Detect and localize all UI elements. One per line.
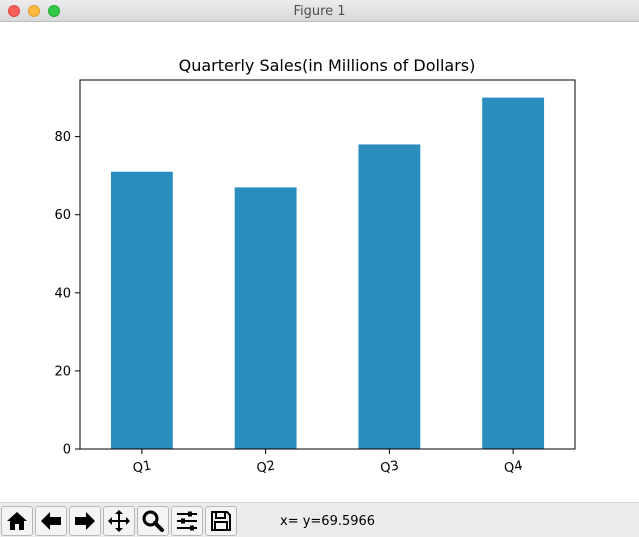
zoom-button[interactable] [137, 506, 169, 536]
magnifier-icon [142, 510, 164, 532]
y-tick-label: 20 [54, 364, 71, 379]
bar-q1 [110, 171, 173, 449]
forward-button[interactable] [69, 506, 101, 536]
arrow-right-icon [75, 512, 95, 530]
y-tick-label: 40 [54, 286, 71, 301]
navigation-toolbar: x= y=69.5966 [0, 502, 639, 537]
close-window-button[interactable] [8, 5, 20, 17]
back-button[interactable] [35, 506, 67, 536]
x-tick-label: Q2 [255, 458, 276, 476]
y-tick-label: 80 [54, 130, 71, 145]
configure-subplots-button[interactable] [171, 506, 203, 536]
figure-canvas[interactable]: Quarterly Sales(in Millions of Dollars) … [0, 22, 639, 502]
x-tick-label: Q3 [379, 458, 400, 476]
bar-q4 [482, 97, 545, 450]
x-tick-label: Q4 [503, 458, 524, 476]
x-tick-label: Q1 [132, 458, 153, 476]
window-title: Figure 1 [293, 4, 346, 19]
sliders-icon [177, 511, 197, 531]
arrow-left-icon [41, 512, 61, 530]
plot-axes-frame [79, 79, 576, 450]
bar-q2 [234, 187, 297, 449]
pan-button[interactable] [103, 506, 135, 536]
floppy-disk-icon [211, 511, 231, 531]
y-tick-label: 0 [63, 443, 71, 458]
home-button[interactable] [1, 506, 33, 536]
save-figure-button[interactable] [205, 506, 237, 536]
bar-chart: Quarterly Sales(in Millions of Dollars) … [54, 56, 576, 476]
cursor-coordinates-readout: x= y=69.5966 [280, 514, 376, 529]
window-titlebar: Figure 1 [0, 0, 639, 22]
y-tick-label: 60 [54, 208, 71, 223]
move-icon [108, 510, 130, 532]
minimize-window-button[interactable] [28, 5, 40, 17]
chart-title: Quarterly Sales(in Millions of Dollars) [179, 56, 476, 75]
home-icon [7, 512, 27, 530]
maximize-window-button[interactable] [48, 5, 60, 17]
bar-q3 [358, 144, 421, 449]
